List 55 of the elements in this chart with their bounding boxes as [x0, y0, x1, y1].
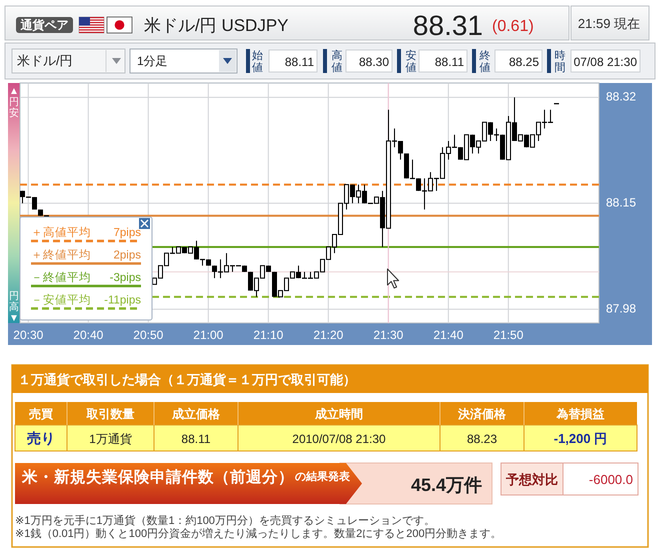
text: 成立価格 — [171, 407, 221, 421]
text: 1万通貨 — [89, 432, 132, 446]
text: 88.23 — [466, 432, 498, 446]
text: 88.25 — [508, 55, 540, 69]
text: 取引数量 — [86, 407, 134, 421]
text: ▲円安 — [9, 86, 19, 119]
text: -6000.0 — [588, 472, 633, 487]
text: 88.11 — [284, 55, 314, 69]
text: １万通貨で取引した場合（１万通貨＝１万円で取引可能） — [18, 372, 356, 387]
text: 高値 — [332, 49, 342, 74]
text: 安値 — [406, 49, 416, 74]
y-tick-label: 87.98 — [606, 301, 636, 316]
x-tick-label: 21:40 — [433, 328, 464, 342]
text: 45.4万件 — [410, 475, 482, 495]
text: 予想対比 — [505, 472, 558, 487]
text: 始値 — [252, 50, 263, 74]
text: 決済価格 — [457, 407, 507, 421]
ref-line-label: －安値平均 -11pips — [31, 292, 142, 306]
text: －終値平均 -3pips — [31, 272, 141, 284]
text: 為替損益 — [556, 407, 604, 421]
text: (0.61) — [492, 18, 534, 35]
text: 21:59 現在 — [578, 16, 640, 31]
text: 88.31 — [412, 10, 483, 41]
text: の結果発表 — [295, 470, 351, 483]
text: 売買 — [29, 407, 53, 421]
text: ＋終値平均 2pips — [31, 250, 141, 262]
text: 時間 — [554, 49, 566, 74]
x-tick-label: 20:40 — [73, 328, 104, 342]
text: 売り — [27, 430, 55, 446]
text: 米ドル/円 — [17, 53, 73, 68]
x-tick-label: 21:20 — [313, 328, 344, 342]
text: -1,200 円 — [554, 431, 608, 446]
x-tick-label: 21:10 — [253, 328, 284, 342]
text: 88.30 — [358, 55, 390, 69]
text: 07/08 21:30 — [574, 55, 638, 69]
text: 成立時間 — [314, 407, 363, 421]
x-tick-label: 20:50 — [133, 328, 164, 342]
chart-title: 米ドル/円 USDJPY — [144, 16, 289, 35]
text: ＋高値平均 7pips — [31, 227, 141, 239]
text: 1分足 — [137, 54, 168, 68]
text: 米・新規失業保険申請件数（前週分） — [21, 468, 294, 486]
x-tick-label: 20:30 — [13, 328, 44, 342]
x-tick-label: 21:30 — [373, 328, 404, 342]
text: ※1銭（0.01円）動くと100円分資金が増えたり減ったりします。数量2にすると200円分動きます。 — [15, 527, 502, 540]
text: 通貨ペア — [20, 18, 68, 32]
text: 2010/07/08 21:30 — [292, 432, 386, 446]
x-tick-label: 21:50 — [493, 328, 524, 342]
text: 終値 — [478, 50, 490, 74]
x-tick-label: 21:00 — [193, 328, 224, 342]
text: 88.11 — [181, 432, 211, 446]
text: 88.11 — [434, 55, 464, 69]
text: ※1万円を元手に1万通貨（数量1：約100万円分）を売買するシミュレーションです。 — [15, 514, 435, 527]
text: 円高▼ — [9, 291, 19, 324]
y-tick-label: 88.15 — [606, 195, 636, 210]
y-tick-label: 88.32 — [606, 90, 636, 104]
